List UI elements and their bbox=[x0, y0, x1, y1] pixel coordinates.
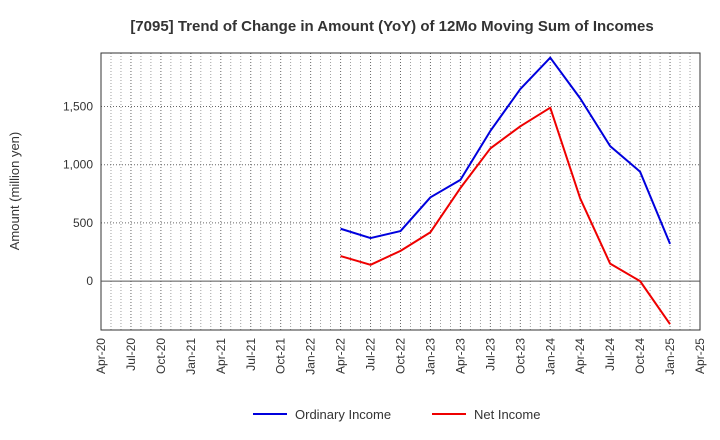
x-tick-label: Oct-22 bbox=[394, 338, 408, 374]
x-tick-label: Oct-24 bbox=[633, 338, 647, 374]
x-tick-label: Jul-24 bbox=[603, 338, 617, 371]
x-axis-ticks: Apr-20 Jul-20 Oct-20 Jan-21 Apr-21 Jul-21 Oct-… bbox=[94, 338, 707, 375]
x-tick-label: Apr-21 bbox=[214, 338, 228, 374]
y-tick-label: 1,500 bbox=[63, 100, 93, 114]
x-tick-label: Jan-21 bbox=[184, 338, 198, 375]
x-tick-label: Oct-20 bbox=[154, 338, 168, 374]
x-tick-label: Oct-21 bbox=[274, 338, 288, 374]
x-tick-label: Jan-24 bbox=[543, 338, 557, 375]
y-axis-ticks: 0 500 1,000 1,500 bbox=[63, 100, 93, 289]
x-tick-label: Jan-22 bbox=[304, 338, 318, 375]
grid bbox=[101, 53, 700, 330]
chart-title: [7095] Trend of Change in Amount (YoY) o… bbox=[130, 18, 653, 35]
x-tick-label: Apr-22 bbox=[334, 338, 348, 374]
legend: Ordinary Income Net Income bbox=[253, 407, 540, 422]
x-tick-label: Jan-23 bbox=[423, 338, 437, 375]
series-line-net-income bbox=[340, 106, 671, 325]
x-tick-label: Apr-20 bbox=[94, 338, 108, 374]
x-tick-label: Jul-22 bbox=[364, 338, 378, 371]
plot-frame bbox=[100, 52, 701, 331]
y-tick-label: 0 bbox=[86, 274, 93, 288]
y-tick-label: 1,000 bbox=[63, 158, 93, 172]
series-line-ordinary-income bbox=[340, 56, 671, 245]
x-tick-label: Jan-25 bbox=[663, 338, 677, 375]
x-tick-label: Apr-24 bbox=[573, 338, 587, 374]
legend-label: Net Income bbox=[474, 407, 540, 422]
x-tick-label: Apr-23 bbox=[453, 338, 467, 374]
x-tick-label: Apr-25 bbox=[693, 338, 707, 374]
legend-label: Ordinary Income bbox=[295, 407, 391, 422]
y-axis-label: Amount (million yen) bbox=[7, 132, 22, 251]
x-tick-label: Jul-21 bbox=[244, 338, 258, 371]
x-tick-label: Oct-23 bbox=[513, 338, 527, 374]
series-lines bbox=[340, 56, 671, 325]
x-tick-label: Jul-20 bbox=[124, 338, 138, 371]
y-tick-label: 500 bbox=[73, 216, 93, 230]
x-tick-label: Jul-23 bbox=[483, 338, 497, 371]
